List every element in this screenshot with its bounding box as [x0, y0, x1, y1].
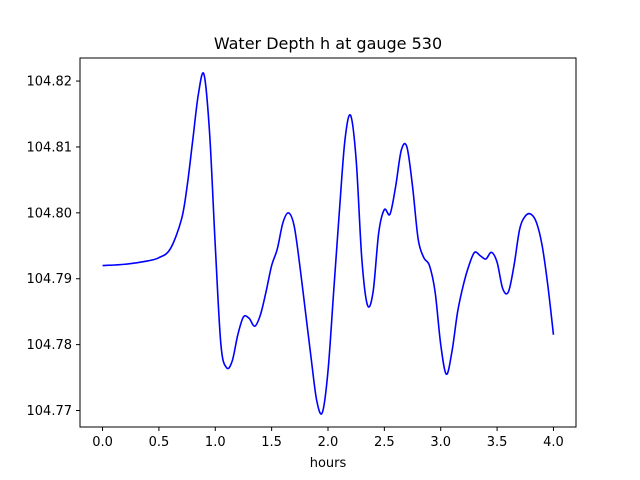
x-tick-label: 1.5: [261, 435, 282, 450]
axes: 0.0 0.5 1.0 1.5 2.0 2.5 3.0 3.5 4.0 104.77 104.78 1…: [27, 57, 577, 450]
y-tick-label: 104.82: [27, 75, 73, 90]
y-tick-label: 104.79: [27, 272, 73, 287]
x-tick-label: 0.0: [92, 435, 113, 450]
y-tick-label: 104.80: [27, 206, 73, 221]
y-tick-label: 104.78: [27, 338, 73, 353]
x-axis-label: hours: [310, 456, 347, 471]
y-tick-label: 104.77: [27, 404, 73, 419]
x-tick-label: 4.0: [543, 435, 564, 450]
x-tick-label: 3.5: [487, 435, 508, 450]
x-tick-label: 1.0: [205, 435, 226, 450]
series-line-0: [102, 72, 555, 415]
y-tick-label: 104.81: [27, 140, 73, 155]
x-tick-label: 0.5: [149, 435, 170, 450]
plot-area: [102, 72, 555, 415]
x-tick-label: 2.5: [374, 435, 395, 450]
x-tick-label: 3.0: [430, 435, 451, 450]
chart-title: Water Depth h at gauge 530: [214, 34, 442, 53]
x-tick-label: 2.0: [318, 435, 339, 450]
